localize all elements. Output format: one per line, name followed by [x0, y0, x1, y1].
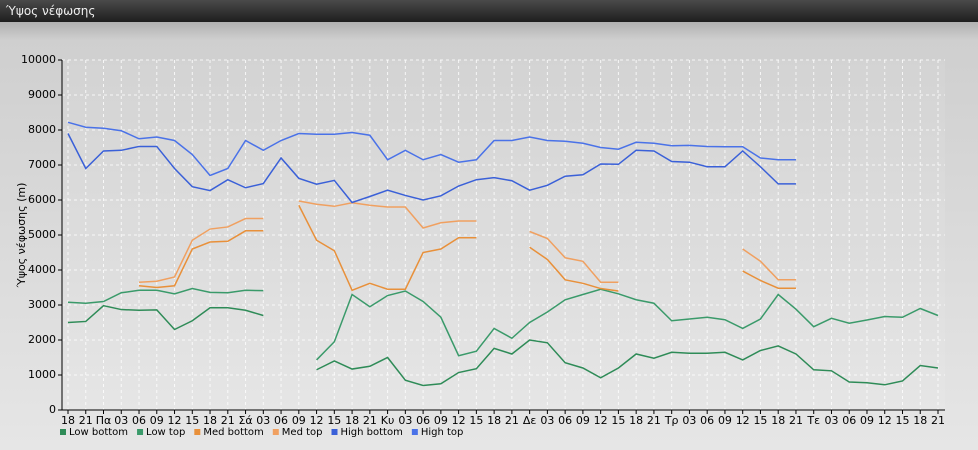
x-tick-label: 18 [203, 414, 217, 427]
legend-swatch [60, 429, 66, 435]
y-tick-label: 9000 [28, 88, 56, 101]
y-tick-label: 6000 [28, 193, 56, 206]
x-tick-label: 15 [753, 414, 767, 427]
x-tick-label: Δε [523, 414, 537, 427]
y-tick-label: 0 [49, 403, 56, 416]
x-tick-label: 18 [629, 414, 643, 427]
y-tick-label: 3000 [28, 298, 56, 311]
legend-swatch [331, 429, 338, 435]
legend-label: Med bottom [203, 427, 263, 438]
x-tick-label: 03 [398, 414, 412, 427]
x-tick-label: 21 [789, 414, 803, 427]
y-tick-label: 8000 [28, 123, 56, 136]
legend-label: Low bottom [69, 427, 128, 438]
y-tick-label: 4000 [28, 263, 56, 276]
x-tick-label: 12 [594, 414, 608, 427]
x-tick-label: 12 [736, 414, 750, 427]
y-tick-label: 2000 [28, 333, 56, 346]
x-tick-label: 09 [150, 414, 164, 427]
series-line [67, 287, 939, 361]
x-tick-label: 06 [700, 414, 714, 427]
x-tick-label: 21 [79, 414, 93, 427]
x-tick-label: 18 [771, 414, 785, 427]
x-tick-label: 03 [824, 414, 838, 427]
y-tick-label: 10000 [21, 53, 56, 66]
legend-label: High top [421, 427, 464, 438]
x-tick-label: 15 [327, 414, 341, 427]
x-tick-label: 18 [345, 414, 359, 427]
x-tick-label: 09 [292, 414, 306, 427]
x-tick-label: Τε [806, 414, 820, 427]
y-tick-label: 7000 [28, 158, 56, 171]
window-title: Ύψος νέφωσης [0, 0, 978, 22]
legend-label: High bottom [341, 427, 403, 438]
x-tick-label: 21 [505, 414, 519, 427]
x-tick-label: 03 [540, 414, 554, 427]
legend-label: Med top [282, 427, 323, 438]
x-tick-label: 06 [132, 414, 146, 427]
x-tick-label: 21 [931, 414, 945, 427]
x-tick-label: 15 [469, 414, 483, 427]
legend-swatch [411, 429, 418, 435]
series-line [67, 133, 796, 204]
x-tick-label: Σά [238, 414, 252, 427]
series-line [138, 200, 796, 283]
y-tick-label: 1000 [28, 368, 56, 381]
x-tick-label: 21 [647, 414, 661, 427]
x-tick-label: Πα [96, 414, 112, 427]
y-axis-label: Ύψος νέφωσης (m) [15, 183, 28, 289]
x-tick-label: 18 [61, 414, 75, 427]
x-tick-label: Κυ [381, 414, 395, 427]
x-tick-label: Τρ [664, 414, 679, 427]
series-line [67, 304, 939, 387]
x-tick-label: 15 [895, 414, 909, 427]
series-line [67, 121, 796, 177]
x-tick-label: 06 [842, 414, 856, 427]
x-tick-label: 09 [718, 414, 732, 427]
x-tick-label: 06 [558, 414, 572, 427]
x-tick-label: 21 [221, 414, 235, 427]
x-tick-label: 06 [274, 414, 288, 427]
x-tick-label: 18 [913, 414, 927, 427]
legend-swatch [137, 429, 144, 435]
x-tick-label: 21 [363, 414, 377, 427]
x-tick-label: 09 [860, 414, 874, 427]
x-tick-label: 15 [185, 414, 199, 427]
x-tick-label: 12 [168, 414, 182, 427]
x-tick-label: 18 [487, 414, 501, 427]
series-line [138, 204, 796, 292]
x-tick-label: 06 [416, 414, 430, 427]
legend-swatch [194, 429, 201, 435]
y-tick-label: 5000 [28, 228, 56, 241]
x-tick-label: 03 [114, 414, 128, 427]
x-tick-label: 03 [256, 414, 270, 427]
x-tick-label: 09 [434, 414, 448, 427]
x-tick-label: 12 [878, 414, 892, 427]
legend-swatch [272, 429, 279, 435]
x-tick-label: 03 [682, 414, 696, 427]
x-tick-label: 15 [611, 414, 625, 427]
x-tick-label: 09 [576, 414, 590, 427]
legend-label: Low top [146, 427, 185, 438]
chart: 0 1000 2000 3000 4000 5000 6000 7000 8000 9000 100… [15, 53, 945, 438]
x-tick-label: 12 [452, 414, 466, 427]
x-tick-label: 12 [310, 414, 324, 427]
